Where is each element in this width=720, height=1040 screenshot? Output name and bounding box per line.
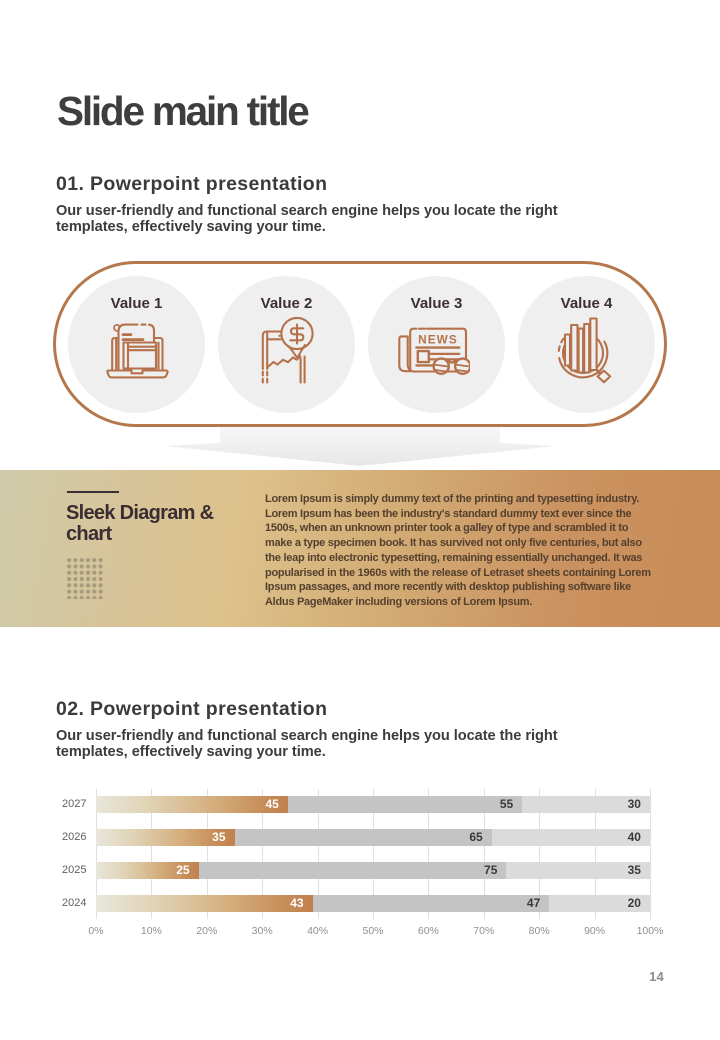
svg-text:NEWS: NEWS [418, 333, 458, 347]
